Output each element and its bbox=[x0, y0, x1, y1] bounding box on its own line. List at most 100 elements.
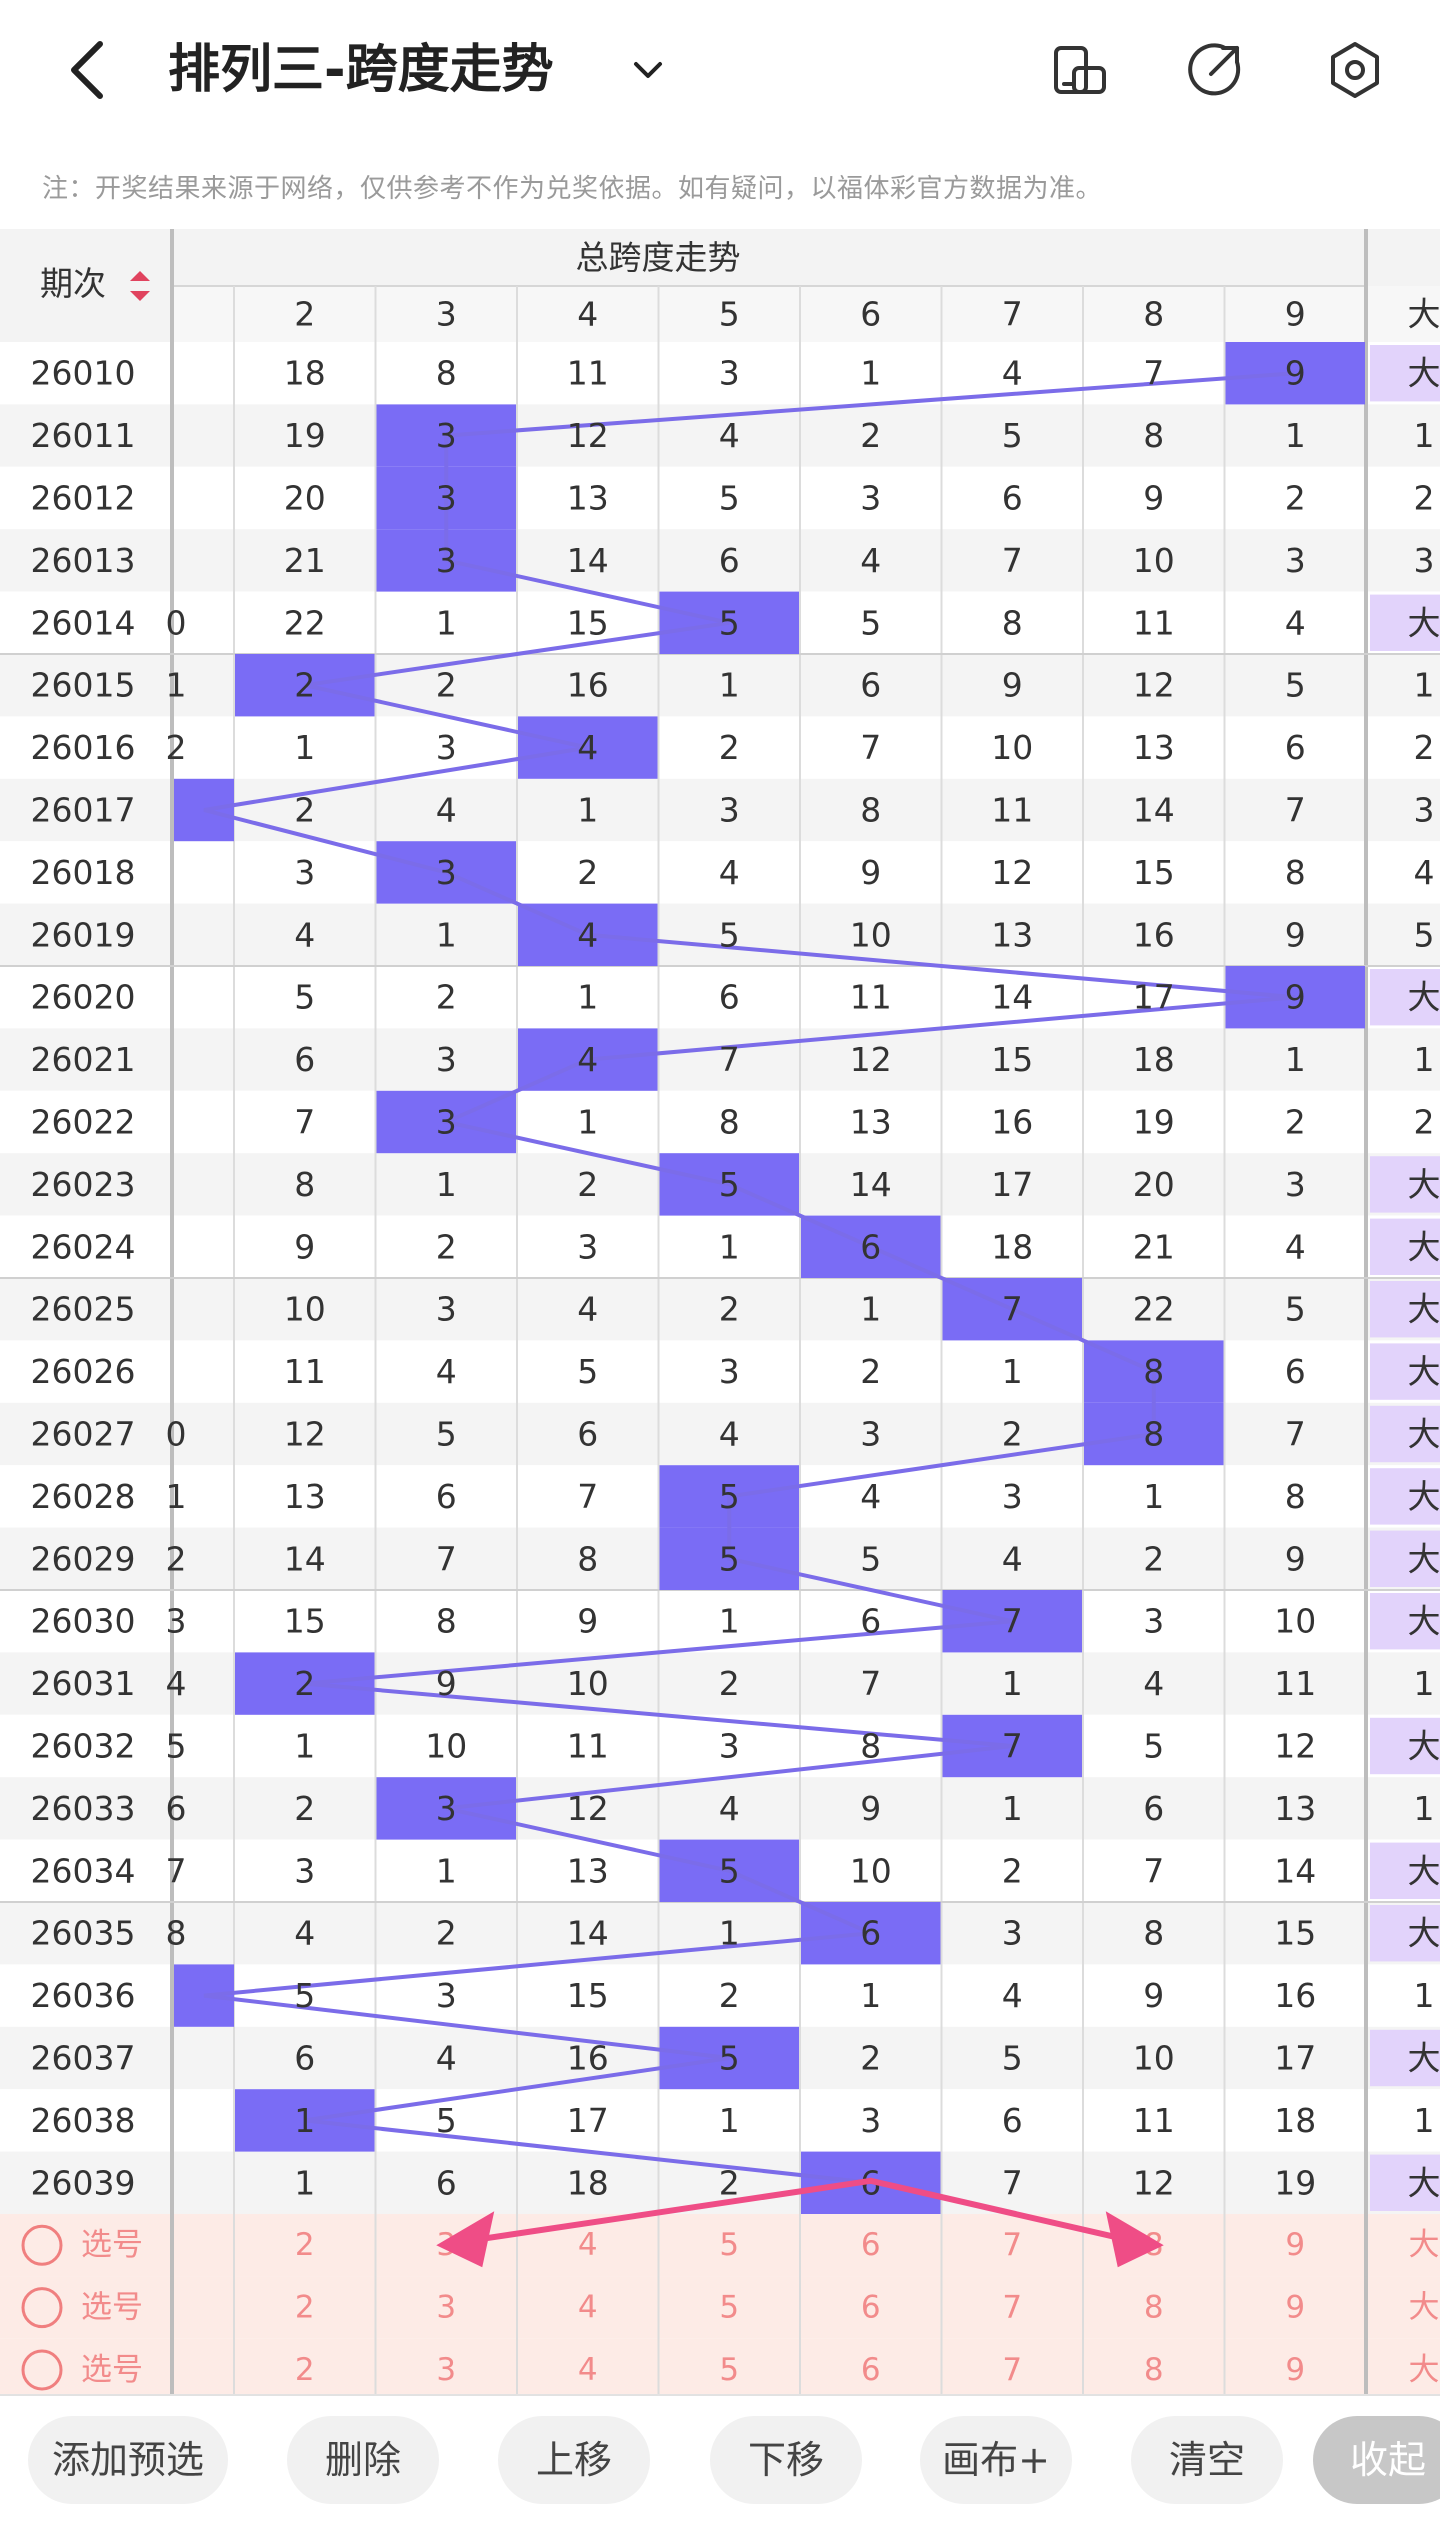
select-number[interactable]: 2 bbox=[295, 2352, 315, 2388]
select-number[interactable]: 6 bbox=[861, 2290, 881, 2326]
cell-value: 12 bbox=[850, 1040, 892, 1079]
app-header: 排列三-跨度走势 注：开奖结果来源于网络，仅供参考不作为兑奖依据。如有疑问，以福… bbox=[0, 0, 1440, 145]
cell-value: 3 bbox=[1002, 1914, 1023, 1953]
cell-value: 2 bbox=[719, 728, 740, 767]
cell-value: 2 bbox=[577, 1165, 598, 1204]
cell-value: 14 bbox=[567, 1914, 609, 1953]
cell-value: 7 bbox=[719, 1040, 740, 1079]
cell-value: 8 bbox=[860, 791, 881, 830]
select-number[interactable]: 2 bbox=[295, 2290, 315, 2326]
cell-value: 9 bbox=[1002, 666, 1023, 705]
select-number[interactable]: 6 bbox=[861, 2352, 881, 2388]
select-number[interactable]: 8 bbox=[1144, 2290, 1164, 2326]
select-number[interactable]: 5 bbox=[719, 2352, 739, 2388]
cell-value: 4 bbox=[1002, 1539, 1023, 1578]
select-number[interactable]: 9 bbox=[1285, 2227, 1305, 2263]
big-cell: 1 bbox=[1414, 1664, 1435, 1703]
column-header: 9 bbox=[1285, 295, 1306, 334]
select-number[interactable]: 7 bbox=[1002, 2290, 1022, 2326]
period-number: 26030 bbox=[31, 1602, 136, 1641]
select-number[interactable]: 9 bbox=[1285, 2290, 1305, 2326]
cell-value: 14 bbox=[1274, 1851, 1316, 1890]
cell-value: 6 bbox=[294, 2039, 315, 2078]
period-number: 26011 bbox=[31, 416, 136, 455]
hit-value: 6 bbox=[860, 1914, 881, 1953]
cell-value: 18 bbox=[1274, 2101, 1316, 2140]
hit-value: 5 bbox=[719, 603, 740, 642]
period-number: 26016 bbox=[31, 728, 136, 767]
big-cell: 3 bbox=[1414, 541, 1435, 580]
cell-value: 14 bbox=[1133, 791, 1175, 830]
cell-value: 8 bbox=[436, 1602, 457, 1641]
cell-value: 20 bbox=[284, 479, 326, 518]
select-number[interactable]: 4 bbox=[578, 2290, 598, 2326]
chevron-down-icon[interactable] bbox=[628, 50, 668, 90]
cell-value: 7 bbox=[1143, 354, 1164, 393]
period-number: 26036 bbox=[31, 1976, 136, 2015]
cell-value: 14 bbox=[991, 978, 1033, 1017]
phone-rotate-icon[interactable] bbox=[1050, 40, 1110, 100]
select-number[interactable]: 2 bbox=[295, 2227, 315, 2263]
select-number[interactable]: 7 bbox=[1002, 2227, 1022, 2263]
cell-value: 1 bbox=[860, 1976, 881, 2015]
move-up-button[interactable]: 上移 bbox=[498, 2416, 650, 2504]
cell-value: 19 bbox=[284, 416, 326, 455]
select-number[interactable]: 5 bbox=[719, 2290, 739, 2326]
select-number[interactable]: 9 bbox=[1285, 2352, 1305, 2388]
settings-icon[interactable] bbox=[1325, 40, 1385, 100]
cell-value: 11 bbox=[567, 354, 609, 393]
cell-value: 4 bbox=[860, 541, 881, 580]
cell-value: 3 bbox=[1285, 1165, 1306, 1204]
select-number[interactable]: 3 bbox=[436, 2352, 456, 2388]
cell-value: 4 bbox=[577, 1290, 598, 1329]
select-number[interactable]: 4 bbox=[578, 2352, 598, 2388]
cell-value: 4 bbox=[436, 2039, 457, 2078]
collapse-button[interactable]: 收起 bbox=[1313, 2416, 1440, 2504]
cell-value: 21 bbox=[1133, 1227, 1175, 1266]
cell-value: 5 bbox=[294, 978, 315, 1017]
cell-value: 15 bbox=[1133, 853, 1175, 892]
select-number[interactable]: 3 bbox=[436, 2290, 456, 2326]
clear-button[interactable]: 清空 bbox=[1131, 2416, 1283, 2504]
select-number[interactable]: 6 bbox=[861, 2227, 881, 2263]
cell-value: 10 bbox=[850, 915, 892, 954]
cell-value: 3 bbox=[860, 479, 881, 518]
cell-value: 7 bbox=[1143, 1851, 1164, 1890]
big-cell: 1 bbox=[1414, 2101, 1435, 2140]
cell-value: 6 bbox=[294, 1040, 315, 1079]
big-cell: 大 bbox=[1408, 2163, 1440, 2202]
cell-value: 13 bbox=[1133, 728, 1175, 767]
move-down-button[interactable]: 下移 bbox=[710, 2416, 862, 2504]
cell-value: 3 bbox=[294, 1851, 315, 1890]
canvas-plus-button[interactable]: 画布+ bbox=[920, 2416, 1072, 2504]
cell-value: 4 bbox=[1002, 354, 1023, 393]
column-header: 7 bbox=[1002, 295, 1023, 334]
big-cell: 大 bbox=[1408, 1290, 1440, 1329]
cell-value: 5 bbox=[1285, 1290, 1306, 1329]
select-big: 大 bbox=[1409, 2352, 1440, 2388]
select-number[interactable]: 7 bbox=[1002, 2352, 1022, 2388]
share-icon[interactable] bbox=[1185, 40, 1245, 100]
select-number[interactable]: 5 bbox=[719, 2227, 739, 2263]
cell-value: 8 bbox=[294, 1165, 315, 1204]
page-title[interactable]: 排列三-跨度走势 bbox=[168, 30, 554, 110]
hit-value: 8 bbox=[1143, 1415, 1164, 1454]
cell-value: 9 bbox=[1285, 915, 1306, 954]
delete-button[interactable]: 删除 bbox=[287, 2416, 439, 2504]
select-number[interactable]: 4 bbox=[578, 2227, 598, 2263]
hit-value: 5 bbox=[719, 1165, 740, 1204]
cell-value: 5 bbox=[294, 1976, 315, 2015]
cell-value: 3 bbox=[860, 2101, 881, 2140]
add-preselect-button[interactable]: 添加预选 bbox=[28, 2416, 228, 2504]
disclaimer-notice: 注：开奖结果来源于网络，仅供参考不作为兑奖依据。如有疑问，以福体彩官方数据为准。 bbox=[42, 168, 1102, 205]
cell-value: 19 bbox=[1133, 1103, 1175, 1142]
big-cell: 1 bbox=[1414, 416, 1435, 455]
select-number[interactable]: 8 bbox=[1144, 2352, 1164, 2388]
cell-value: 19 bbox=[1274, 2163, 1316, 2202]
back-icon[interactable] bbox=[58, 30, 118, 110]
cell-value: 17 bbox=[1274, 2039, 1316, 2078]
cell-value: 1 bbox=[577, 978, 598, 1017]
hit-value: 9 bbox=[1285, 354, 1306, 393]
